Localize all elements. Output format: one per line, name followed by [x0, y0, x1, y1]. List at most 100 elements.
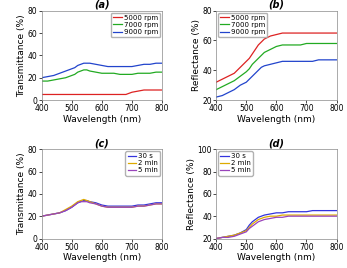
Line: 2 min: 2 min — [42, 199, 162, 216]
2 min — [238, 231, 242, 234]
5 min — [130, 206, 134, 209]
9000 rpm — [298, 60, 303, 63]
7000 rpm — [259, 54, 263, 57]
30 s — [253, 218, 257, 221]
2 min — [316, 214, 321, 217]
30 s — [286, 210, 290, 213]
2 min — [250, 222, 254, 226]
7000 rpm — [304, 42, 308, 45]
5 min — [73, 203, 77, 207]
9000 rpm — [124, 65, 128, 68]
5 min — [247, 227, 251, 230]
5000 rpm — [214, 81, 218, 84]
7000 rpm — [118, 73, 122, 76]
2 min — [274, 215, 279, 218]
7000 rpm — [64, 76, 68, 79]
5 min — [286, 215, 290, 218]
7000 rpm — [316, 42, 321, 45]
30 s — [226, 235, 230, 238]
5 min — [226, 236, 230, 239]
5000 rpm — [232, 72, 236, 75]
5000 rpm — [298, 31, 303, 35]
2 min — [94, 202, 98, 206]
Legend: 5000 rpm, 7000 rpm, 9000 rpm: 5000 rpm, 7000 rpm, 9000 rpm — [218, 13, 267, 37]
9000 rpm — [268, 63, 272, 66]
5000 rpm — [304, 31, 308, 35]
2 min — [329, 214, 333, 217]
2 min — [160, 202, 164, 206]
30 s — [45, 214, 50, 217]
9000 rpm — [82, 62, 86, 65]
5 min — [106, 206, 110, 209]
5 min — [58, 211, 62, 214]
30 s — [64, 209, 68, 212]
7000 rpm — [85, 68, 89, 72]
5000 rpm — [148, 88, 152, 92]
30 s — [106, 204, 110, 208]
5000 rpm — [106, 93, 110, 96]
9000 rpm — [238, 84, 242, 87]
5 min — [52, 212, 56, 215]
5000 rpm — [335, 31, 339, 35]
5 min — [274, 216, 279, 219]
30 s — [142, 203, 146, 207]
X-axis label: Wavelength (nm): Wavelength (nm) — [63, 253, 141, 262]
9000 rpm — [262, 64, 266, 68]
5 min — [154, 202, 158, 206]
5 min — [148, 203, 152, 207]
7000 rpm — [311, 42, 315, 45]
5 min — [256, 220, 260, 224]
30 s — [280, 211, 285, 214]
Y-axis label: Reflectance (%): Reflectance (%) — [192, 19, 201, 91]
5000 rpm — [220, 78, 224, 81]
30 s — [76, 201, 80, 204]
30 s — [70, 206, 74, 209]
7000 rpm — [88, 69, 92, 73]
2 min — [298, 214, 303, 217]
2 min — [280, 214, 285, 217]
Line: 30 s: 30 s — [216, 211, 337, 239]
9000 rpm — [88, 62, 92, 65]
Line: 7000 rpm: 7000 rpm — [216, 43, 337, 90]
9000 rpm — [112, 65, 116, 68]
2 min — [322, 214, 327, 217]
5 min — [250, 225, 254, 228]
5 min — [311, 215, 315, 218]
2 min — [45, 214, 50, 217]
5000 rpm — [226, 75, 230, 78]
30 s — [274, 211, 279, 214]
9000 rpm — [335, 58, 339, 61]
5 min — [280, 216, 285, 219]
5000 rpm — [160, 88, 164, 92]
2 min — [118, 206, 122, 209]
5000 rpm — [94, 93, 98, 96]
7000 rpm — [298, 43, 303, 47]
9000 rpm — [70, 67, 74, 70]
9000 rpm — [293, 60, 297, 63]
5 min — [45, 214, 50, 217]
5 min — [142, 204, 146, 208]
5000 rpm — [280, 31, 285, 35]
2 min — [88, 200, 92, 203]
2 min — [214, 237, 218, 240]
5000 rpm — [73, 93, 77, 96]
5000 rpm — [130, 91, 134, 94]
2 min — [40, 215, 44, 218]
30 s — [136, 203, 140, 207]
7000 rpm — [274, 45, 279, 48]
2 min — [124, 206, 128, 209]
2 min — [311, 214, 315, 217]
5000 rpm — [40, 93, 44, 96]
30 s — [94, 201, 98, 204]
5000 rpm — [76, 93, 80, 96]
5 min — [304, 215, 308, 218]
7000 rpm — [329, 42, 333, 45]
30 s — [112, 204, 116, 208]
5 min — [118, 206, 122, 209]
2 min — [154, 202, 158, 206]
5 min — [244, 230, 248, 233]
9000 rpm — [244, 81, 248, 84]
5 min — [160, 202, 164, 206]
30 s — [329, 209, 333, 212]
2 min — [82, 198, 86, 201]
